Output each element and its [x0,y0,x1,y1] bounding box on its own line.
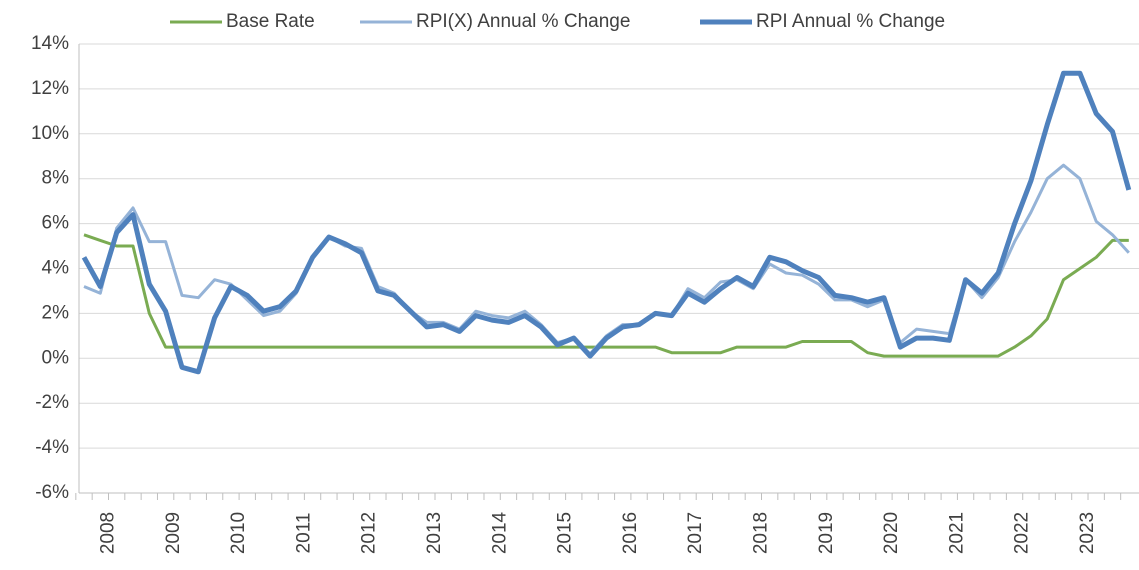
x-tick-label: 2015 [555,512,576,554]
x-tick-label: 2016 [620,512,641,554]
x-tick-label: 2014 [489,511,510,554]
series-line [83,163,1130,356]
x-tick-label: 2008 [98,512,119,554]
x-tick-label: 2018 [751,512,772,554]
y-tick-label: 10% [31,123,69,144]
y-tick-label: 0% [42,347,70,368]
series-line [81,70,1132,375]
y-tick-label: 8% [42,168,70,189]
x-tick-label: 2020 [881,512,902,554]
y-tick-label: -2% [35,392,69,413]
series-line [83,233,1129,358]
x-tick-label: 2011 [293,513,314,554]
x-tick-label: 2009 [163,512,184,554]
x-tick-label: 2023 [1077,512,1098,554]
x-tick-label: 2019 [816,512,837,554]
legend-label: RPI Annual % Change [756,11,945,32]
x-tick-label: 2022 [1012,512,1033,554]
x-tick-label: 2012 [359,512,380,554]
x-tick-label: 2010 [228,512,249,554]
y-tick-label: -6% [35,482,69,503]
y-tick-label: 2% [42,302,70,323]
x-tick-label: 2013 [424,512,445,554]
y-tick-label: 12% [31,78,69,99]
y-tick-label: 6% [42,213,70,234]
x-tick-label: 2017 [685,512,706,554]
legend-label: RPI(X) Annual % Change [416,11,630,32]
y-tick-label: -4% [35,437,69,458]
y-tick-label: 4% [42,258,70,279]
x-tick-label: 2021 [946,512,967,554]
legend-label: Base Rate [226,11,315,32]
y-tick-label: 14% [31,33,69,54]
